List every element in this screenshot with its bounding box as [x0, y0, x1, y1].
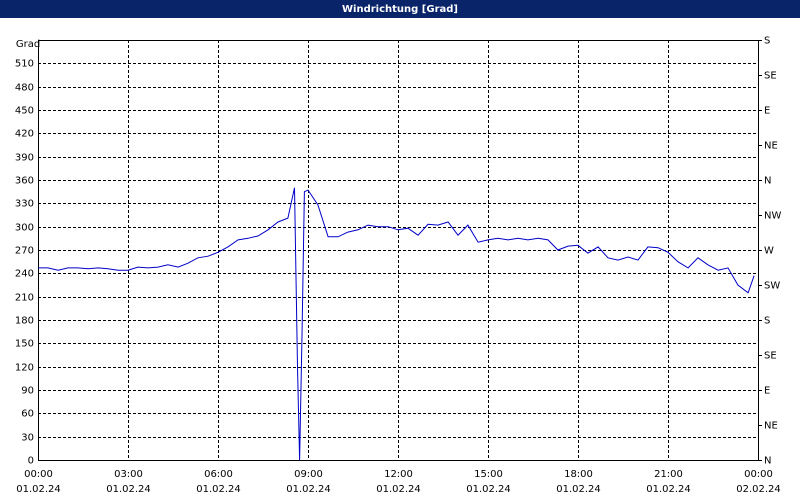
y2-tick-label: NE — [764, 421, 778, 432]
y-tick-label: 450 — [15, 106, 34, 117]
y2-tick-label: E — [764, 106, 770, 117]
title-bar — [0, 0, 800, 18]
y-tick-label: 510 — [15, 59, 34, 70]
data-line — [38, 187, 755, 461]
y-tick-label: 420 — [15, 129, 34, 140]
y-tick-label: 90 — [21, 386, 34, 397]
x-tick-date: 01.02.24 — [286, 484, 331, 495]
y-tick-label: 240 — [15, 269, 34, 280]
y2-tick-label: SE — [764, 71, 777, 82]
x-tick-label: 21:00 — [654, 469, 683, 480]
y2-tick-label: N — [764, 176, 771, 187]
y2-tick-label: SW — [764, 281, 780, 292]
x-tick-date: 01.02.24 — [466, 484, 511, 495]
x-tick-date: 02.02.24 — [736, 484, 781, 495]
y-tick-label: 210 — [15, 293, 34, 304]
x-tick-label: 03:00 — [114, 469, 143, 480]
y-tick-label: 180 — [15, 316, 34, 327]
y2-tick-label: W — [764, 246, 774, 257]
x-tick-label: 06:00 — [204, 469, 233, 480]
x-tick-label: 15:00 — [474, 469, 503, 480]
y2-tick-label: NW — [764, 211, 781, 222]
y-tick-label: 30 — [21, 433, 34, 444]
x-tick-date: 01.02.24 — [556, 484, 601, 495]
y2-tick-label: S — [764, 316, 770, 327]
y-tick-label: 120 — [15, 363, 34, 374]
x-tick-label: 00:00 — [744, 469, 773, 480]
y-tick-label: 0 — [28, 456, 34, 467]
y2-tick-label: SE — [764, 351, 777, 362]
x-tick-date: 01.02.24 — [16, 484, 61, 495]
x-tick-label: 00:00 — [24, 469, 53, 480]
x-tick-date: 01.02.24 — [106, 484, 151, 495]
y-tick-label: 480 — [15, 83, 34, 94]
plot-frame — [38, 40, 759, 461]
y2-tick-label: NE — [764, 141, 778, 152]
y-tick-label: 300 — [15, 223, 34, 234]
y-tick-label: 60 — [21, 409, 34, 420]
chart-title: Windrichtung [Grad] — [342, 4, 458, 15]
y2-tick-label: N — [764, 456, 771, 467]
x-tick-label: 18:00 — [564, 469, 593, 480]
x-tick-date: 01.02.24 — [196, 484, 241, 495]
x-tick-date: 01.02.24 — [646, 484, 691, 495]
y2-tick-label: E — [764, 386, 770, 397]
y-tick-label: 330 — [15, 199, 34, 210]
x-tick-label: 09:00 — [294, 469, 323, 480]
y-tick-label: 150 — [15, 339, 34, 350]
y-tick-label: 360 — [15, 176, 34, 187]
x-tick-label: 12:00 — [384, 469, 413, 480]
y2-tick-label: S — [764, 36, 770, 47]
x-tick-date: 01.02.24 — [376, 484, 421, 495]
y-axis-label: Grad — [16, 39, 40, 50]
y-tick-label: 390 — [15, 153, 34, 164]
y-tick-label: 270 — [15, 246, 34, 257]
